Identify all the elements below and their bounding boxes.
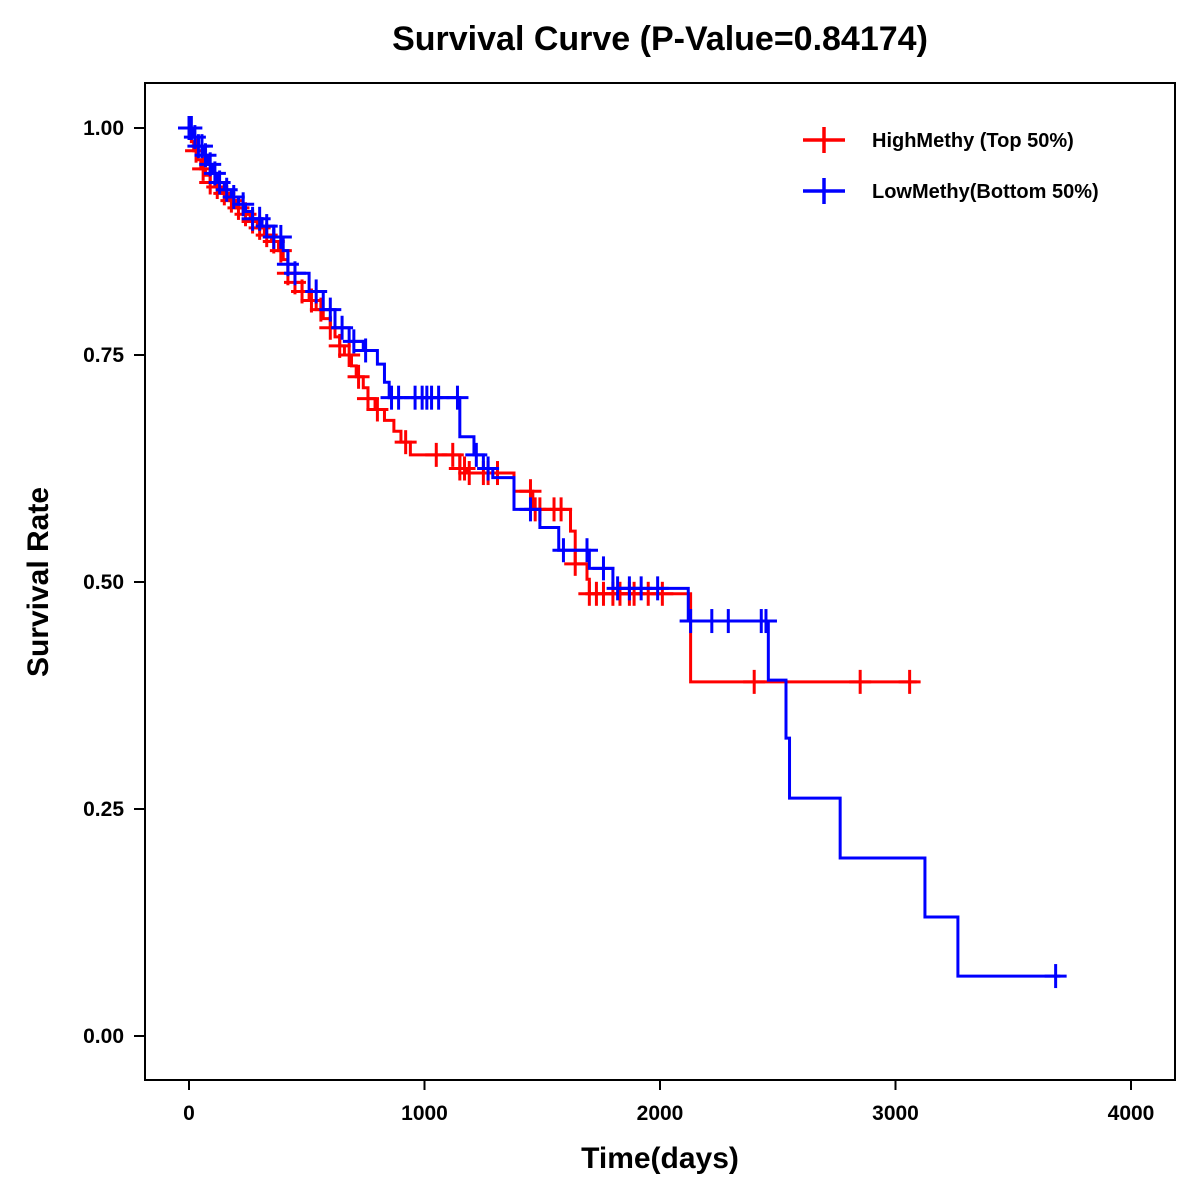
censor-mark xyxy=(564,551,587,576)
censor-mark xyxy=(319,297,342,322)
y-tick-label: 1.00 xyxy=(83,117,124,140)
censor-mark xyxy=(477,456,500,481)
censor-mark xyxy=(453,456,476,481)
censor-mark xyxy=(441,442,464,467)
censor-mark xyxy=(552,538,575,563)
y-axis: 0.00 0.25 0.50 0.75 1.00 xyxy=(83,117,145,1048)
censor-mark xyxy=(849,669,872,694)
censor-mark xyxy=(754,609,777,634)
censor-mark xyxy=(717,609,740,634)
censor-mark xyxy=(743,669,766,694)
censor-mark xyxy=(898,669,921,694)
y-tick-label: 0.50 xyxy=(83,571,124,594)
x-tick-label: 2000 xyxy=(637,1102,684,1125)
censor-mark xyxy=(394,430,417,455)
censor-mark xyxy=(338,343,361,367)
series-lowmethy xyxy=(178,116,1067,989)
censor-mark xyxy=(331,315,354,340)
legend-label-lowmethy: LowMethy(Bottom 50%) xyxy=(872,181,1099,203)
series-layer xyxy=(178,116,1067,989)
censor-mark xyxy=(356,386,379,411)
legend-item-highmethy: HighMethy (Top 50%) xyxy=(803,127,1074,153)
censor-mark xyxy=(232,192,255,217)
censor-mark xyxy=(679,609,702,634)
y-axis-title: Survival Rate xyxy=(22,487,55,677)
x-axis: 0 1000 2000 3000 4000 xyxy=(183,1080,1154,1125)
censor-mark xyxy=(592,556,615,581)
censor-mark xyxy=(354,338,377,363)
y-tick-label: 0.75 xyxy=(83,344,124,367)
censor-mark xyxy=(575,538,598,563)
chart-title: Survival Curve (P-Value=0.84174) xyxy=(392,20,928,58)
legend-item-lowmethy: LowMethy(Bottom 50%) xyxy=(803,178,1099,204)
censor-mark xyxy=(305,279,328,304)
x-axis-title: Time(days) xyxy=(581,1142,739,1175)
censor-mark xyxy=(1044,964,1067,989)
censor-mark xyxy=(347,364,370,389)
censor-mark xyxy=(446,385,469,410)
censor-mark xyxy=(342,329,365,354)
y-tick-label: 0.00 xyxy=(83,1025,124,1048)
legend: HighMethy (Top 50%) LowMethy(Bottom 50%) xyxy=(803,127,1099,204)
censor-mark xyxy=(427,385,450,410)
legend-label-highmethy: HighMethy (Top 50%) xyxy=(872,130,1074,152)
censor-mark xyxy=(269,224,292,249)
censor-mark xyxy=(486,461,509,486)
x-tick-label: 0 xyxy=(183,1102,195,1125)
censor-mark xyxy=(283,261,306,286)
censor-mark xyxy=(519,497,542,522)
x-tick-label: 4000 xyxy=(1108,1102,1155,1125)
x-tick-label: 1000 xyxy=(401,1102,448,1125)
censor-mark xyxy=(550,497,573,522)
censor-mark xyxy=(646,576,669,601)
y-tick-label: 0.25 xyxy=(83,798,124,821)
censor-mark xyxy=(651,581,674,606)
censor-mark xyxy=(366,397,389,422)
censor-mark xyxy=(465,442,488,467)
x-tick-label: 3000 xyxy=(872,1102,919,1125)
